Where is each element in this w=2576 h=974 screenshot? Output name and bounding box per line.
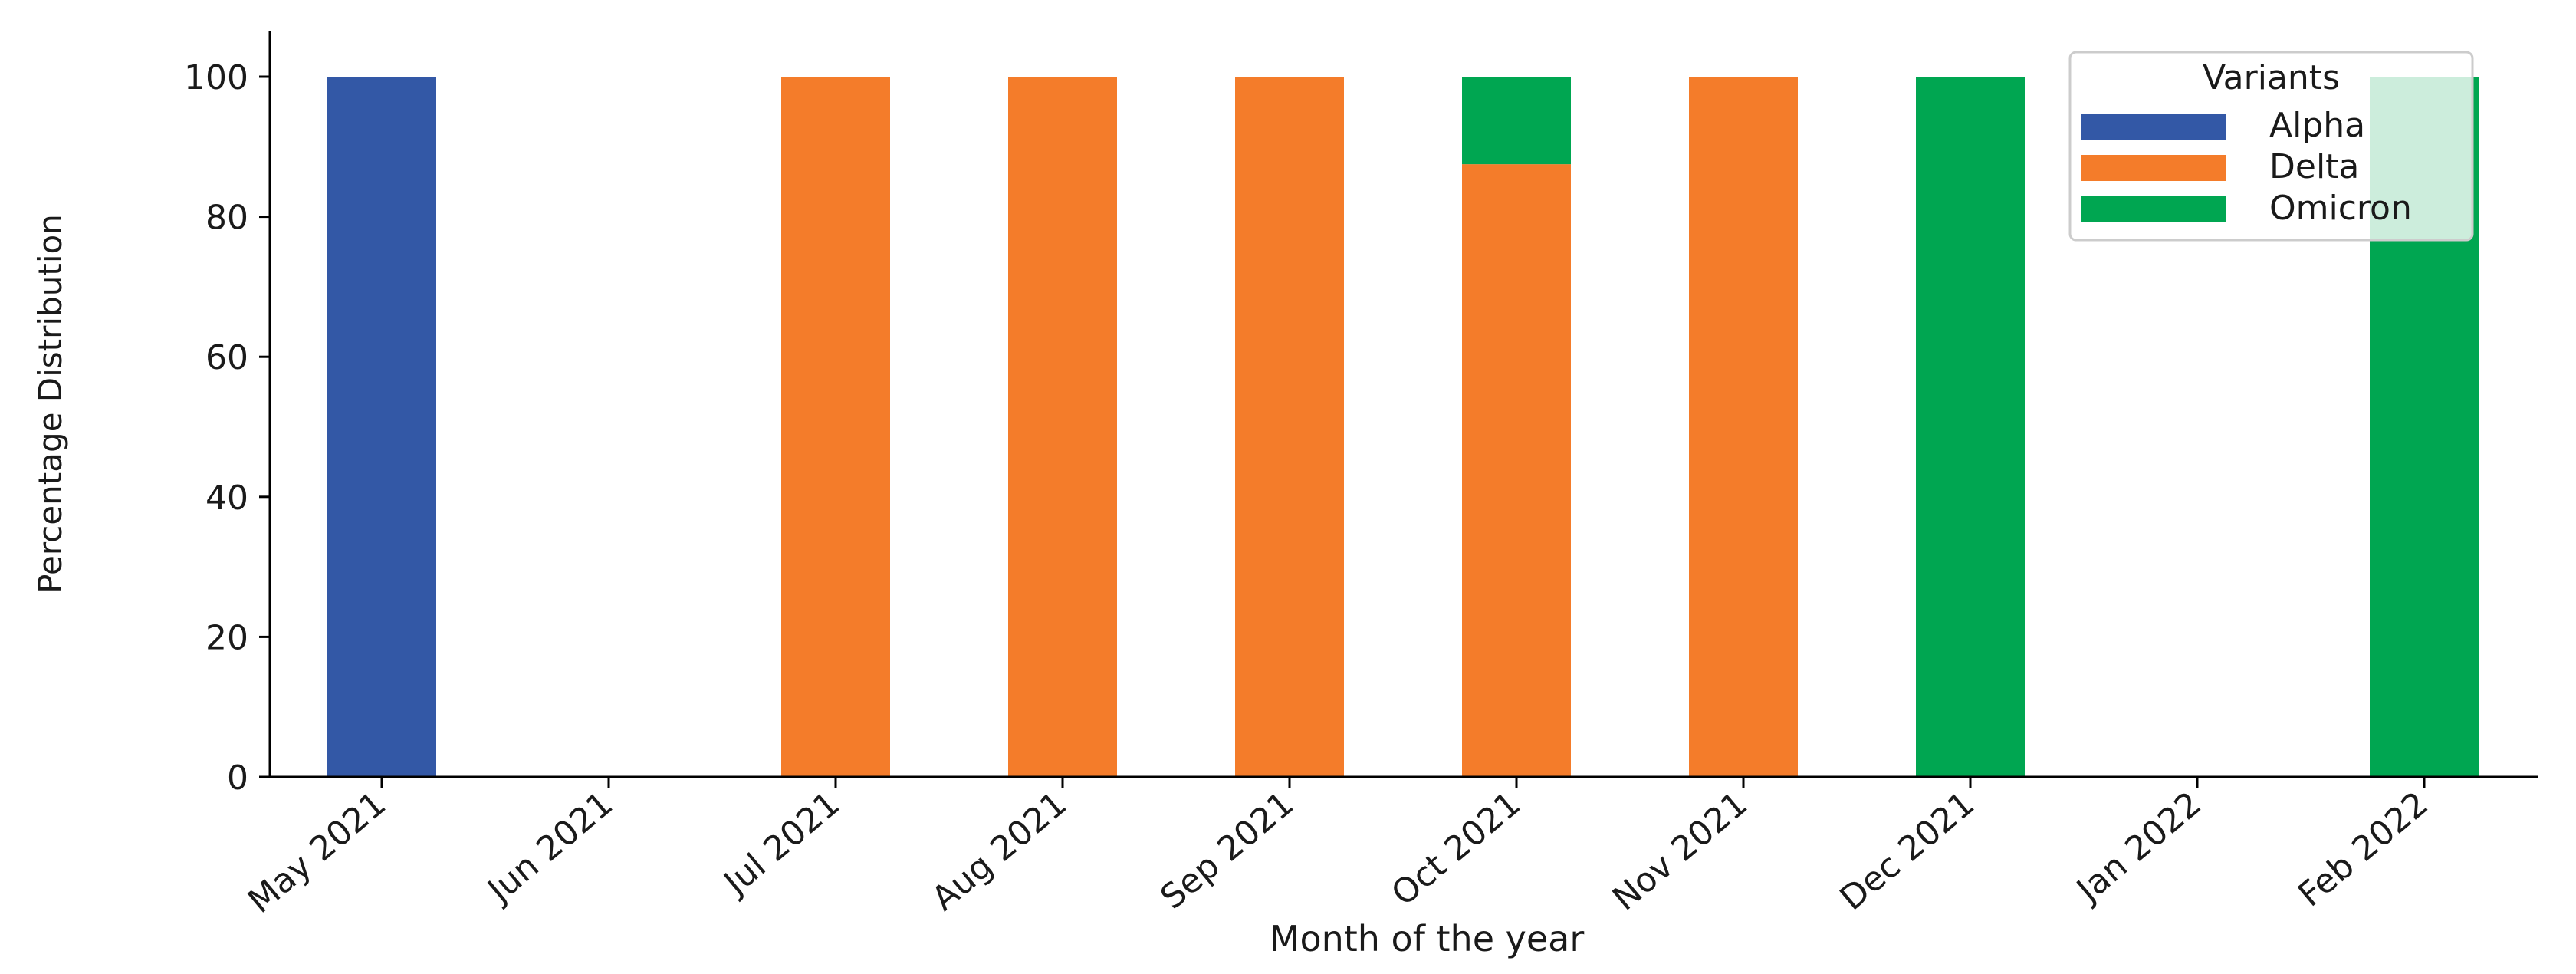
bar-delta-2 [781, 77, 890, 777]
y-axis-title: Percentage Distribution [31, 214, 69, 594]
x-tick-label: Oct 2021 [1385, 784, 1529, 913]
x-tick-label: Jul 2021 [715, 784, 847, 903]
legend-box [2068, 51, 2474, 242]
y-tick-label: 20 [205, 618, 248, 657]
legend-label-omicron: Omicron [2269, 189, 2412, 228]
y-tick-label: 0 [227, 758, 248, 798]
bar-omicron-5 [1462, 77, 1571, 165]
bar-delta-5 [1462, 164, 1571, 777]
x-tick-label: Feb 2022 [2291, 784, 2436, 914]
y-tick-label: 60 [205, 338, 248, 377]
bar-omicron-7 [1916, 77, 2025, 777]
legend-label-alpha: Alpha [2269, 106, 2365, 145]
plot-area [327, 77, 2479, 777]
bar-alpha-0 [327, 77, 436, 777]
y-axis-ticks: 0 20 40 60 80 100 [184, 58, 270, 798]
y-tick-label: 80 [205, 199, 248, 238]
bar-delta-3 [1008, 77, 1117, 777]
x-tick-label: Dec 2021 [1833, 784, 1983, 918]
legend-title: Variants [2203, 58, 2340, 97]
bar-delta-4 [1235, 77, 1344, 777]
x-tick-label: Aug 2021 [925, 784, 1074, 918]
x-tick-label: Nov 2021 [1605, 784, 1755, 918]
y-tick-label: 40 [205, 479, 248, 518]
axes [268, 31, 2538, 778]
x-tick-label: May 2021 [241, 784, 393, 921]
legend-swatch-alpha [2081, 114, 2226, 140]
legend-swatch-omicron [2081, 196, 2226, 222]
y-tick-label: 100 [184, 58, 248, 97]
x-tick-label: Jan 2022 [2068, 784, 2210, 911]
legend-label-delta: Delta [2269, 147, 2359, 186]
legend-swatch-delta [2081, 155, 2226, 181]
x-axis-title: Month of the year [1270, 918, 1585, 959]
bar-delta-6 [1689, 77, 1798, 777]
x-axis-ticks: May 2021 Jun 2021 Jul 2021 Aug 2021 Sep 2021… [241, 777, 2436, 921]
x-tick-label: Jun 2021 [479, 784, 620, 911]
x-tick-label: Sep 2021 [1153, 784, 1301, 916]
